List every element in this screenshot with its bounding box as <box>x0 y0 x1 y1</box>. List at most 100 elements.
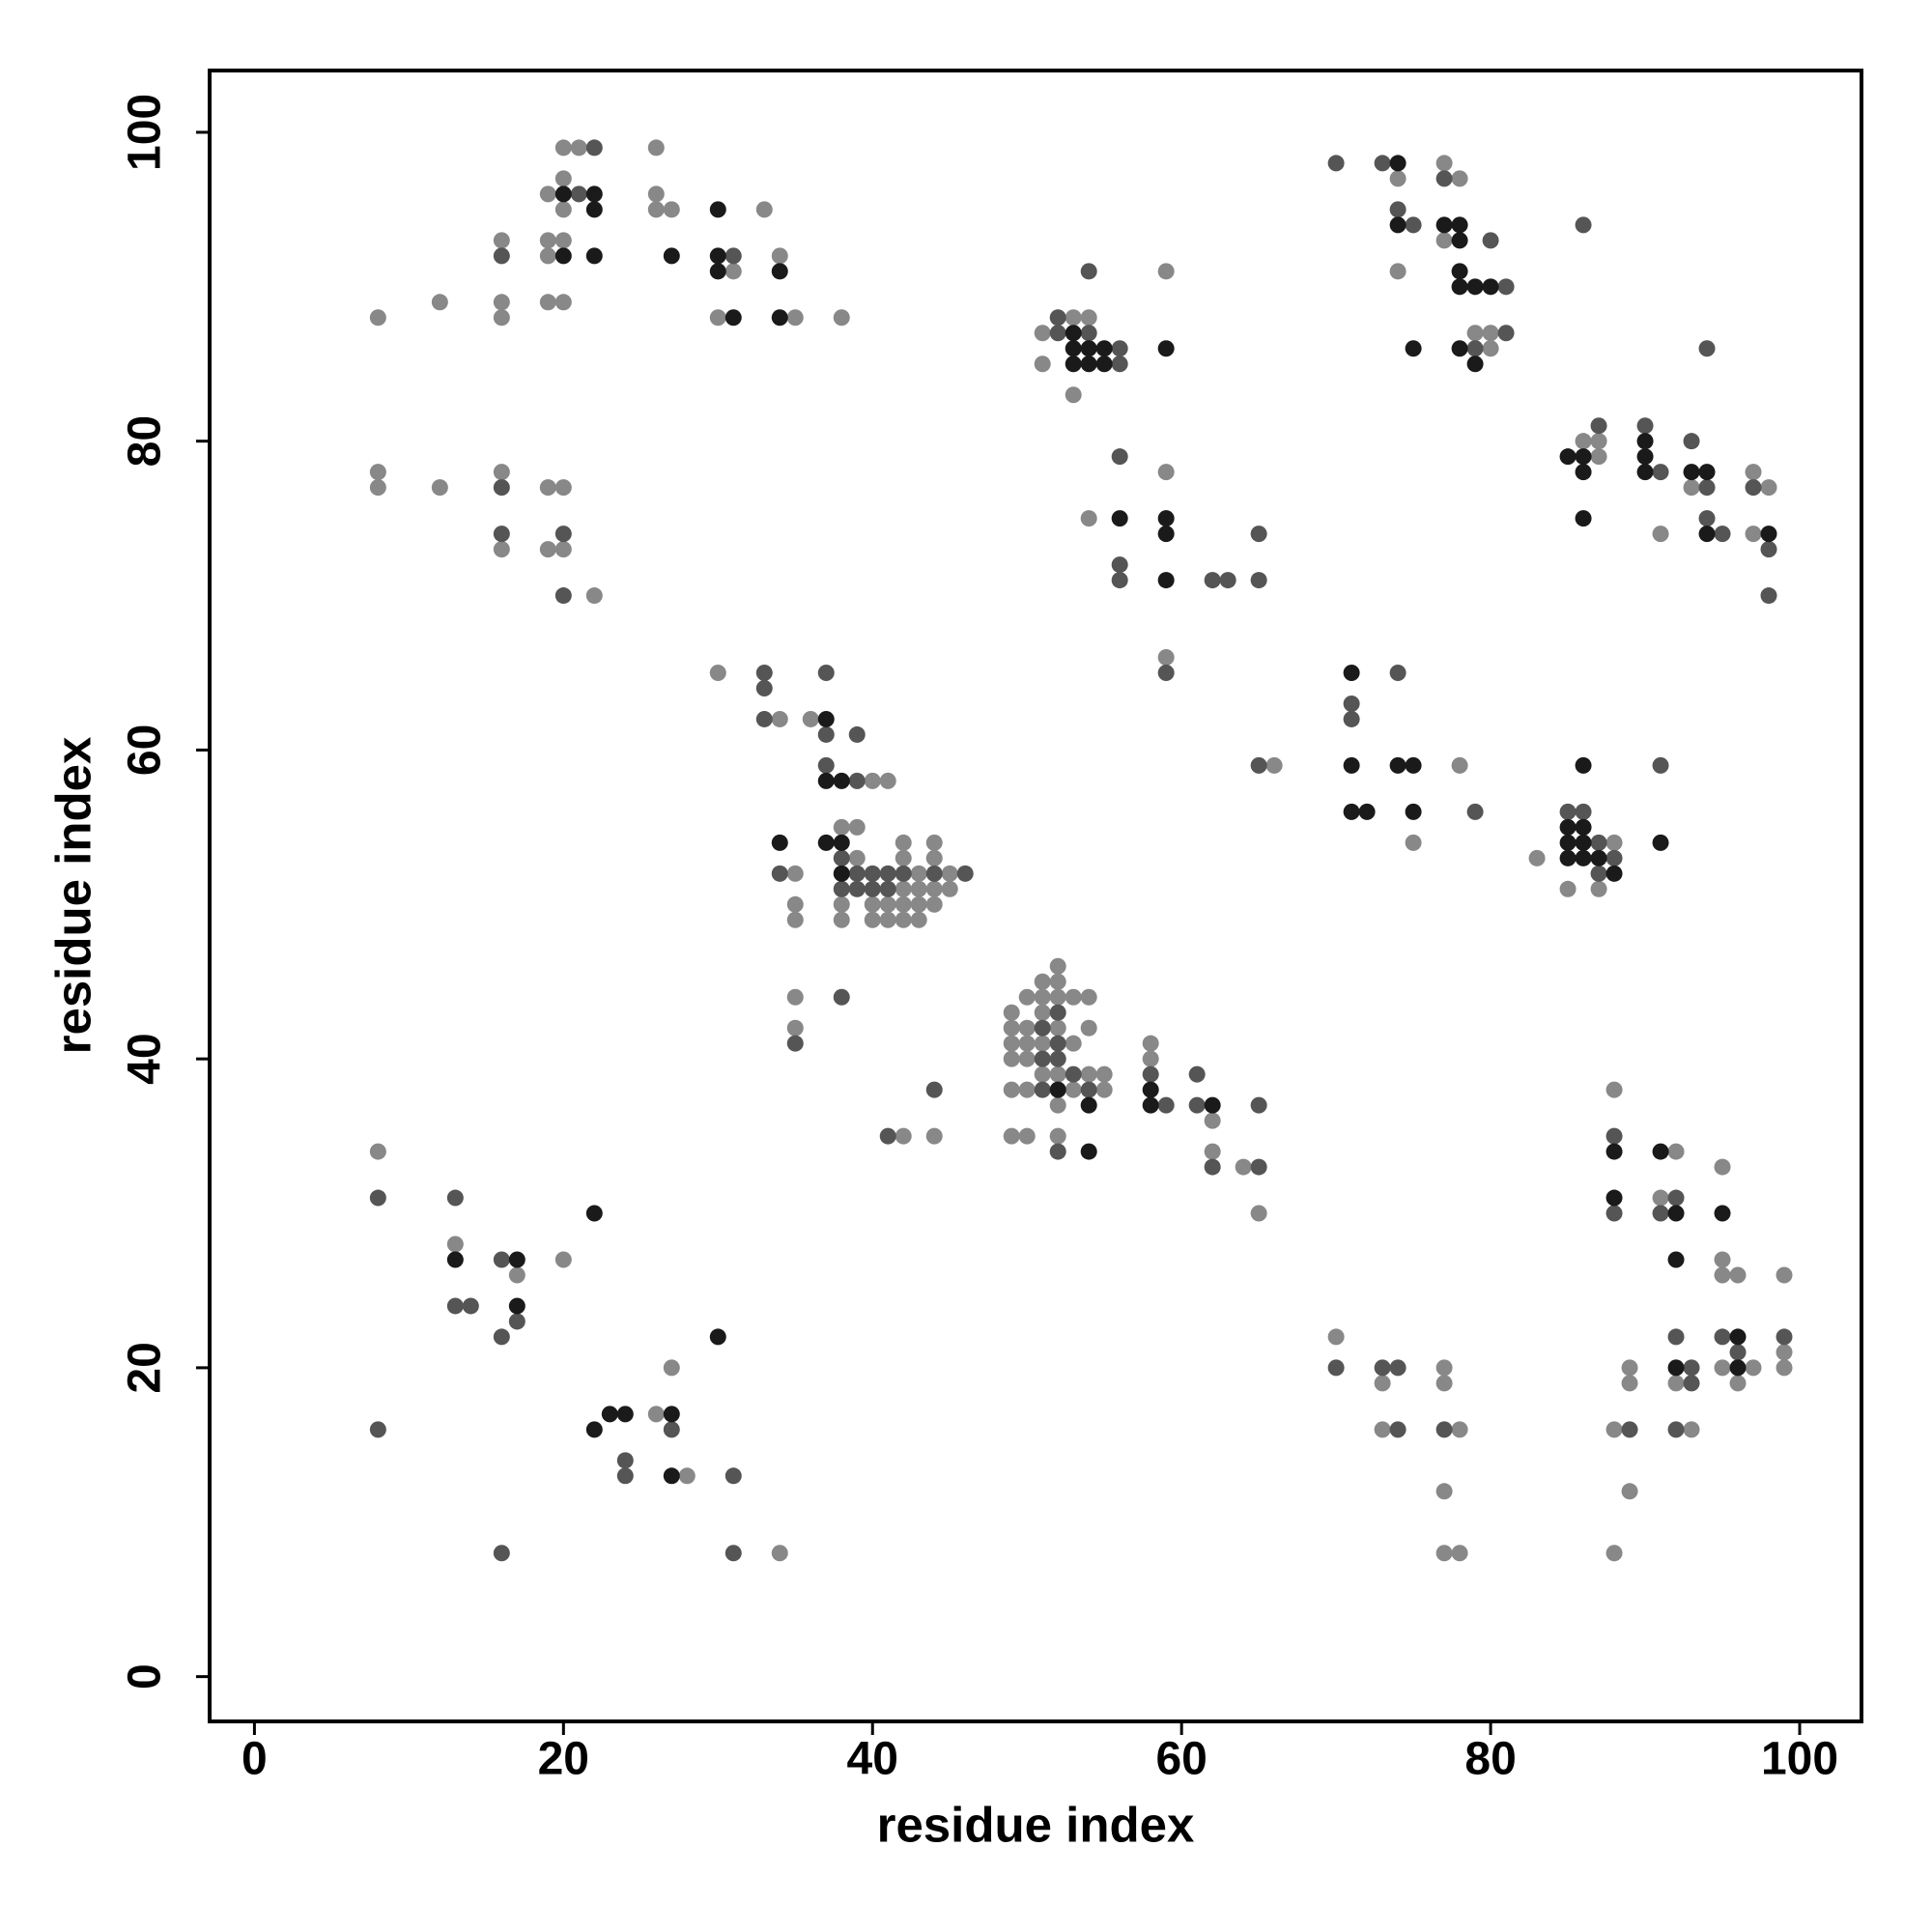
point <box>1652 464 1669 481</box>
point <box>539 294 556 311</box>
point <box>1435 155 1453 172</box>
point <box>1667 1359 1685 1377</box>
point <box>1034 1081 1051 1098</box>
point <box>1652 1143 1669 1160</box>
point <box>585 139 603 156</box>
point <box>1575 216 1592 234</box>
point <box>1034 1019 1051 1037</box>
point <box>1435 1483 1453 1500</box>
point <box>1482 278 1499 296</box>
point <box>1590 880 1607 897</box>
point <box>1049 1081 1066 1098</box>
point <box>1157 664 1175 681</box>
point <box>1034 988 1051 1006</box>
point <box>554 170 572 187</box>
point <box>1049 973 1066 990</box>
point <box>709 201 726 218</box>
point <box>1003 1019 1020 1037</box>
point <box>1451 170 1468 187</box>
point <box>431 294 448 311</box>
point <box>1683 433 1700 450</box>
point <box>1343 664 1360 681</box>
point <box>663 201 680 218</box>
point <box>1451 1421 1468 1438</box>
point <box>1111 510 1128 527</box>
point <box>1575 849 1592 867</box>
point <box>1590 417 1607 435</box>
point <box>925 865 943 882</box>
point <box>1729 1266 1747 1284</box>
point <box>833 865 850 882</box>
point <box>1157 340 1175 357</box>
point <box>1405 803 1422 820</box>
point <box>539 541 556 558</box>
point <box>570 139 587 156</box>
point <box>1729 1328 1747 1346</box>
point <box>1080 1065 1097 1083</box>
point <box>848 818 866 836</box>
point <box>1065 340 1082 357</box>
point <box>879 865 896 882</box>
point <box>1621 1421 1638 1438</box>
point <box>1003 1127 1020 1145</box>
point <box>663 1421 680 1438</box>
point <box>1776 1328 1793 1346</box>
point <box>1389 263 1406 280</box>
point <box>1389 201 1406 218</box>
point <box>755 664 773 681</box>
point <box>1559 834 1577 851</box>
point <box>1080 510 1097 527</box>
point <box>833 772 850 789</box>
point <box>709 263 726 280</box>
point <box>956 865 974 882</box>
point <box>1636 417 1654 435</box>
point <box>1575 448 1592 466</box>
point <box>493 464 510 481</box>
point <box>771 309 788 327</box>
point <box>1714 1251 1731 1268</box>
point <box>724 263 742 280</box>
point <box>1435 216 1453 234</box>
point <box>1065 309 1082 327</box>
point <box>1034 1004 1051 1021</box>
point <box>369 309 386 327</box>
point <box>1111 355 1128 373</box>
point <box>1065 1035 1082 1052</box>
point <box>663 1406 680 1423</box>
point <box>1667 1251 1685 1268</box>
x-tick-label: 20 <box>538 1734 589 1785</box>
point <box>1698 526 1716 543</box>
point <box>817 756 835 774</box>
point <box>1018 1081 1036 1098</box>
point <box>1003 1081 1020 1098</box>
point <box>786 911 804 928</box>
point <box>1374 1421 1391 1438</box>
point <box>1157 464 1175 481</box>
point <box>1327 1359 1345 1377</box>
point <box>1065 1065 1082 1083</box>
point <box>895 1127 912 1145</box>
point <box>1065 355 1082 373</box>
point <box>848 880 866 897</box>
point <box>910 895 927 913</box>
point <box>1745 479 1762 497</box>
point <box>1698 464 1716 481</box>
point <box>1389 664 1406 681</box>
point <box>1327 155 1345 172</box>
point <box>802 710 819 727</box>
point <box>508 1313 526 1330</box>
point <box>1095 355 1113 373</box>
point <box>1018 1127 1036 1145</box>
point <box>709 247 726 265</box>
point <box>369 1143 386 1160</box>
point <box>771 710 788 727</box>
point <box>1111 556 1128 574</box>
point <box>1590 433 1607 450</box>
point <box>879 911 896 928</box>
point <box>554 587 572 605</box>
plot-frame <box>208 69 1863 1723</box>
point <box>879 772 896 789</box>
point <box>1405 834 1422 851</box>
point <box>817 664 835 681</box>
